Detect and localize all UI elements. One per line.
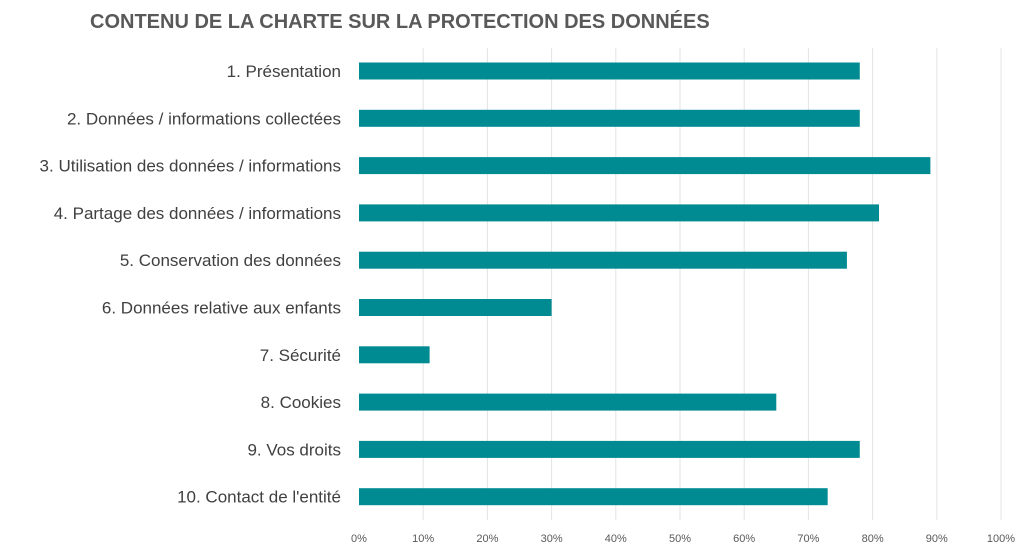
x-tick-label: 90% [926, 533, 948, 545]
category-label: 4. Partage des données / informations [54, 204, 341, 223]
x-tick-label: 50% [669, 533, 691, 545]
x-tick-label: 100% [987, 533, 1015, 545]
category-label: 5. Conservation des données [120, 251, 341, 270]
category-label: 7. Sécurité [260, 346, 341, 365]
x-tick-label: 0% [351, 533, 367, 545]
bar [359, 157, 931, 175]
category-label: 10. Contact de l'entité [177, 488, 341, 507]
bar [359, 299, 552, 316]
category-label: 2. Données / informations collectées [67, 109, 341, 128]
category-label: 8. Cookies [261, 393, 341, 412]
category-label: 9. Vos droits [247, 440, 341, 459]
bar [359, 204, 880, 222]
x-tick-label: 60% [733, 533, 755, 545]
bar [359, 251, 847, 269]
bar [359, 393, 777, 411]
x-axis-tick-labels: 0% 10% 20% 30% 40% 50% 60% 70% 80% 90% 100% [351, 533, 1015, 545]
x-tick-label: 10% [412, 533, 434, 545]
x-tick-label: 40% [605, 533, 627, 545]
category-label: 6. Données relative aux enfants [102, 299, 341, 318]
bar [359, 62, 860, 80]
category-label: 1. Présentation [227, 62, 341, 81]
bar [359, 488, 828, 506]
x-tick-label: 80% [862, 533, 884, 545]
bar [359, 109, 860, 127]
bar [359, 346, 430, 364]
category-labels: 1. Présentation 2. Données / informations… [40, 62, 341, 507]
x-tick-label: 30% [541, 533, 563, 545]
x-tick-label: 20% [476, 533, 498, 545]
bars [359, 62, 931, 506]
x-tick-label: 70% [797, 533, 819, 545]
category-label: 3. Utilisation des données / information… [40, 157, 341, 176]
chart-title: CONTENU DE LA CHARTE SUR LA PROTECTION D… [90, 10, 710, 33]
bar [359, 440, 860, 458]
